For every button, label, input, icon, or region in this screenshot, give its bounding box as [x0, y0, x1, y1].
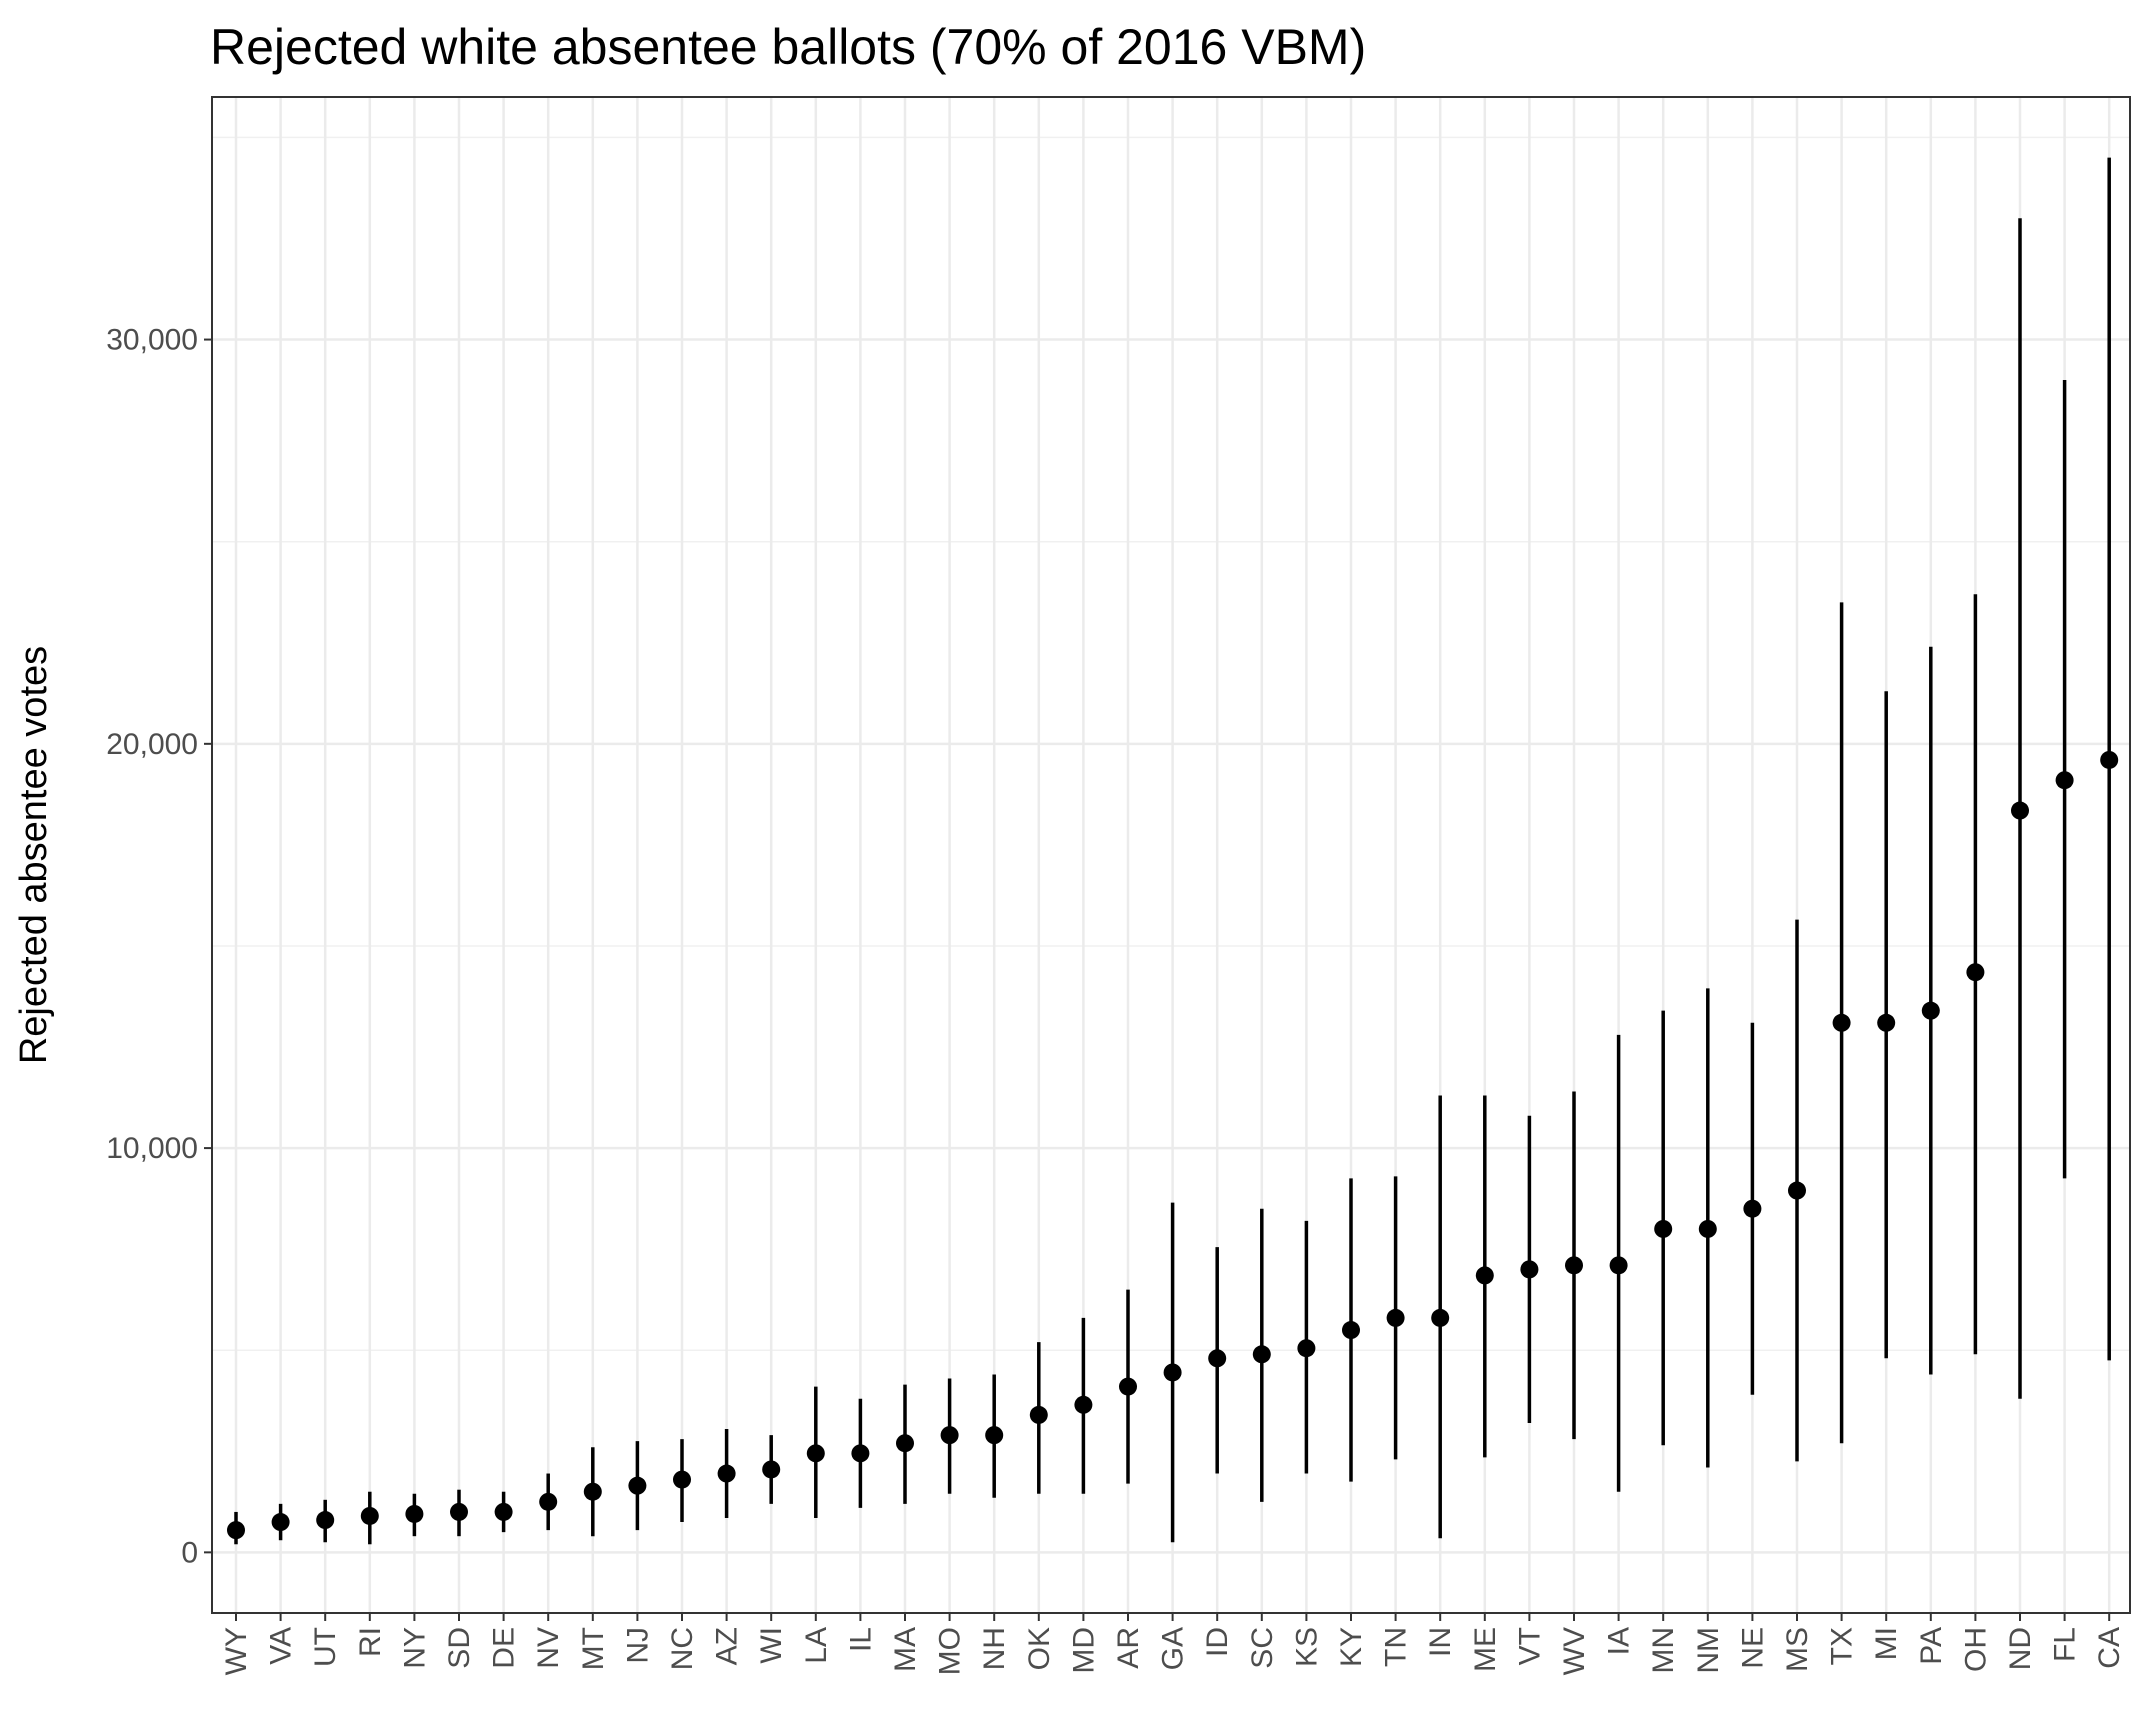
- x-tick-label: MI: [1870, 1627, 1903, 1660]
- point-sc: [1252, 1345, 1271, 1364]
- point-ga: [1163, 1363, 1182, 1382]
- x-tick-label: PA: [1915, 1627, 1948, 1665]
- point-ar: [1119, 1377, 1137, 1396]
- grid-layer: [212, 97, 2130, 1613]
- point-mn: [1654, 1219, 1673, 1238]
- x-tick-label: MN: [1647, 1627, 1680, 1674]
- point-id: [1208, 1349, 1227, 1368]
- point-nm: [1698, 1219, 1717, 1238]
- x-tick-label: NH: [978, 1627, 1011, 1670]
- point-mt: [583, 1482, 602, 1501]
- point-va: [271, 1513, 290, 1532]
- x-tick-label: OK: [1023, 1627, 1056, 1670]
- x-tick-label: OH: [1959, 1627, 1992, 1672]
- point-ma: [896, 1434, 914, 1453]
- y-tick-label: 30,000: [106, 324, 198, 357]
- x-tick-label: ND: [2004, 1627, 2037, 1670]
- point-il: [851, 1444, 870, 1463]
- x-tick-label: NJ: [621, 1627, 654, 1664]
- x-tick-label: LA: [800, 1627, 833, 1664]
- x-tick-label: IL: [844, 1627, 877, 1652]
- x-tick-label: NM: [1692, 1627, 1725, 1674]
- point-ia: [1609, 1256, 1628, 1275]
- x-tick-label: NE: [1736, 1627, 1769, 1669]
- x-tick-label: AZ: [711, 1627, 744, 1665]
- x-tick-label: TX: [1826, 1627, 1859, 1665]
- x-tick-label: KS: [1290, 1627, 1323, 1667]
- x-tick-label: NY: [398, 1627, 431, 1669]
- point-wi: [762, 1460, 781, 1479]
- x-tick-label: GA: [1157, 1627, 1190, 1670]
- x-tick-label: SD: [443, 1627, 476, 1669]
- point-wy: [227, 1521, 245, 1540]
- x-tick-label: KY: [1335, 1627, 1368, 1667]
- data-marks: [227, 157, 2119, 1545]
- point-ca: [2100, 750, 2119, 769]
- point-nc: [673, 1470, 691, 1489]
- point-ut: [316, 1511, 335, 1530]
- x-tick-label: TN: [1380, 1627, 1413, 1667]
- point-la: [806, 1444, 825, 1463]
- x-tick-label: MT: [577, 1627, 610, 1670]
- x-tick-label: WI: [755, 1627, 788, 1664]
- point-vt: [1520, 1260, 1539, 1279]
- point-ne: [1743, 1199, 1762, 1218]
- point-ms: [1788, 1181, 1806, 1200]
- point-sd: [450, 1502, 468, 1521]
- x-tick-label: MD: [1067, 1627, 1100, 1674]
- x-tick-label: WY: [220, 1627, 253, 1675]
- x-tick-label: VT: [1513, 1627, 1546, 1665]
- x-tick-label: NV: [532, 1627, 565, 1669]
- x-tick-label: ID: [1201, 1627, 1234, 1657]
- point-ok: [1029, 1405, 1048, 1424]
- x-tick-label: UT: [309, 1627, 342, 1667]
- x-tick-label: MS: [1781, 1627, 1814, 1672]
- y-axis-title: Rejected absentee votes: [13, 646, 55, 1064]
- x-tick-label: ME: [1469, 1627, 1502, 1672]
- y-tick-label: 20,000: [106, 728, 198, 761]
- y-tick-label: 10,000: [106, 1132, 198, 1165]
- plot-panel-border: [211, 96, 2131, 1614]
- x-tick-label: CA: [2093, 1627, 2126, 1669]
- point-de: [494, 1502, 513, 1521]
- x-tick-label: AR: [1112, 1627, 1145, 1669]
- point-pa: [1921, 1001, 1940, 1020]
- point-ri: [360, 1506, 379, 1525]
- x-tick-label: RI: [354, 1627, 387, 1657]
- chart-title: Rejected white absentee ballots (70% of …: [210, 19, 1367, 75]
- x-tick-label: MO: [934, 1627, 967, 1675]
- x-tick-label: IA: [1603, 1627, 1636, 1655]
- point-nd: [2011, 801, 2029, 820]
- x-tick-label: WV: [1558, 1627, 1591, 1675]
- point-ks: [1297, 1339, 1316, 1358]
- point-tn: [1386, 1308, 1405, 1327]
- x-tick-label: IN: [1424, 1627, 1457, 1657]
- point-in: [1431, 1308, 1450, 1327]
- x-tick-label: SC: [1246, 1627, 1279, 1669]
- point-mi: [1877, 1013, 1896, 1032]
- point-nj: [628, 1476, 647, 1495]
- point-nv: [539, 1492, 558, 1511]
- point-az: [717, 1464, 736, 1483]
- point-wv: [1565, 1256, 1583, 1275]
- point-me: [1475, 1266, 1494, 1285]
- point-ky: [1342, 1321, 1360, 1340]
- x-axis: WY VA UT RI NY SD DE NV MT NJ NC AZ WI LA IL MA MO NH OK MD…: [220, 1613, 2126, 1675]
- point-oh: [1966, 963, 1985, 982]
- x-tick-label: FL: [2049, 1627, 2082, 1662]
- point-tx: [1832, 1013, 1851, 1032]
- x-tick-label: DE: [488, 1627, 521, 1669]
- y-axis: 0 10,000 20,000 30,000: [106, 324, 212, 1569]
- point-ny: [405, 1504, 424, 1523]
- point-mo: [940, 1426, 959, 1445]
- point-md: [1074, 1395, 1093, 1414]
- point-nh: [985, 1426, 1004, 1445]
- x-tick-label: NC: [666, 1627, 699, 1670]
- x-tick-label: MA: [889, 1627, 922, 1672]
- x-tick-label: VA: [265, 1627, 298, 1665]
- y-tick-label: 0: [181, 1536, 198, 1569]
- point-fl: [2055, 771, 2074, 790]
